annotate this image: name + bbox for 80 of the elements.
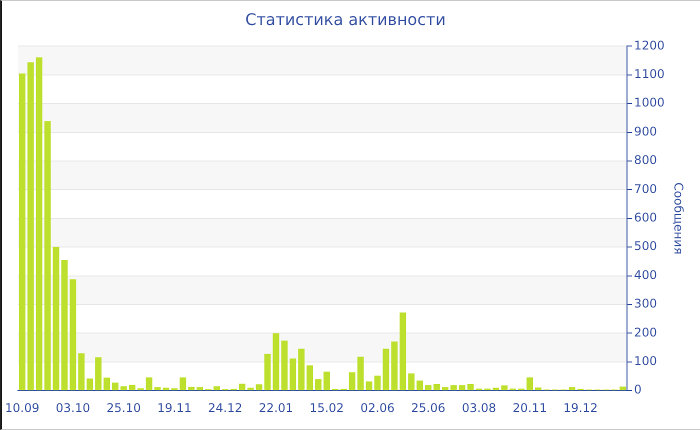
y-tick-label: 900 xyxy=(634,124,657,138)
y-tick-label: 700 xyxy=(634,182,657,196)
bar xyxy=(86,378,94,390)
bar xyxy=(44,121,51,390)
bar xyxy=(247,388,254,390)
bar xyxy=(188,386,195,390)
bar xyxy=(526,377,533,390)
bar xyxy=(400,312,406,390)
bar xyxy=(374,376,381,390)
bar xyxy=(416,380,424,390)
bar xyxy=(501,385,508,390)
bar xyxy=(104,378,110,390)
bar xyxy=(450,385,457,390)
bar xyxy=(78,353,85,390)
y-tick-label: 600 xyxy=(634,210,657,225)
bar xyxy=(52,246,60,390)
bar xyxy=(324,372,330,390)
bar xyxy=(458,385,466,390)
bar xyxy=(535,387,542,390)
bar xyxy=(238,384,246,390)
bar xyxy=(391,342,398,390)
x-tick-label: 19.11 xyxy=(157,400,192,415)
x-tick-label: 03.08 xyxy=(462,400,496,415)
y-tick-label: 100 xyxy=(634,354,657,368)
bar xyxy=(162,388,170,390)
x-tick-label: 10.09 xyxy=(4,400,40,415)
y-tick-label: 200 xyxy=(634,325,657,340)
bar xyxy=(256,384,262,390)
bar xyxy=(382,348,390,390)
bar xyxy=(408,373,415,390)
y-tick-label: 800 xyxy=(634,153,657,168)
y-tick-label: 500 xyxy=(634,239,657,254)
x-tick-label: 02.06 xyxy=(360,400,395,415)
bar xyxy=(154,387,161,390)
bar xyxy=(290,358,296,390)
bar xyxy=(357,356,364,390)
y-tick-label: 300 xyxy=(634,296,657,311)
bar xyxy=(492,388,500,390)
bar xyxy=(467,384,474,390)
y-tick-label: 1200 xyxy=(634,38,665,52)
bar xyxy=(120,386,127,390)
x-tick-label: 24.12 xyxy=(208,400,242,415)
chart-title: Статистика активности xyxy=(245,10,446,29)
bar xyxy=(214,386,220,390)
bar xyxy=(95,357,102,390)
x-tick-label: 03.10 xyxy=(56,400,90,415)
bar xyxy=(348,372,356,390)
bar xyxy=(70,279,76,390)
y-tick-label: 0 xyxy=(634,382,642,397)
y-tick-label: 1100 xyxy=(634,67,665,82)
x-tick-label: 15.02 xyxy=(310,400,344,415)
bar xyxy=(434,384,440,390)
bar xyxy=(196,387,204,390)
bar xyxy=(442,387,448,390)
bar xyxy=(112,382,118,390)
bar xyxy=(306,365,314,390)
x-tick-label: 20.11 xyxy=(512,400,547,415)
x-tick-label: 25.10 xyxy=(106,400,141,415)
x-tick-label: 22.01 xyxy=(258,400,294,415)
bar xyxy=(180,377,186,390)
bar xyxy=(298,348,305,390)
bar xyxy=(128,384,136,390)
bar xyxy=(61,260,68,390)
bar xyxy=(264,354,271,390)
bar xyxy=(146,377,152,390)
bar xyxy=(281,340,288,390)
bar xyxy=(568,387,576,390)
y-axis-title: Сообщения xyxy=(672,182,686,254)
bar xyxy=(18,73,26,390)
y-tick-label: 1000 xyxy=(634,96,665,110)
bar xyxy=(315,379,322,390)
x-tick-label: 25.06 xyxy=(411,400,446,415)
x-tick-label: 19.12 xyxy=(563,400,598,415)
bar xyxy=(36,57,42,390)
bar xyxy=(366,381,372,390)
bar xyxy=(27,62,34,390)
bar xyxy=(620,386,626,390)
bar xyxy=(425,385,432,390)
bar xyxy=(272,333,280,390)
y-tick-label: 400 xyxy=(634,268,657,282)
